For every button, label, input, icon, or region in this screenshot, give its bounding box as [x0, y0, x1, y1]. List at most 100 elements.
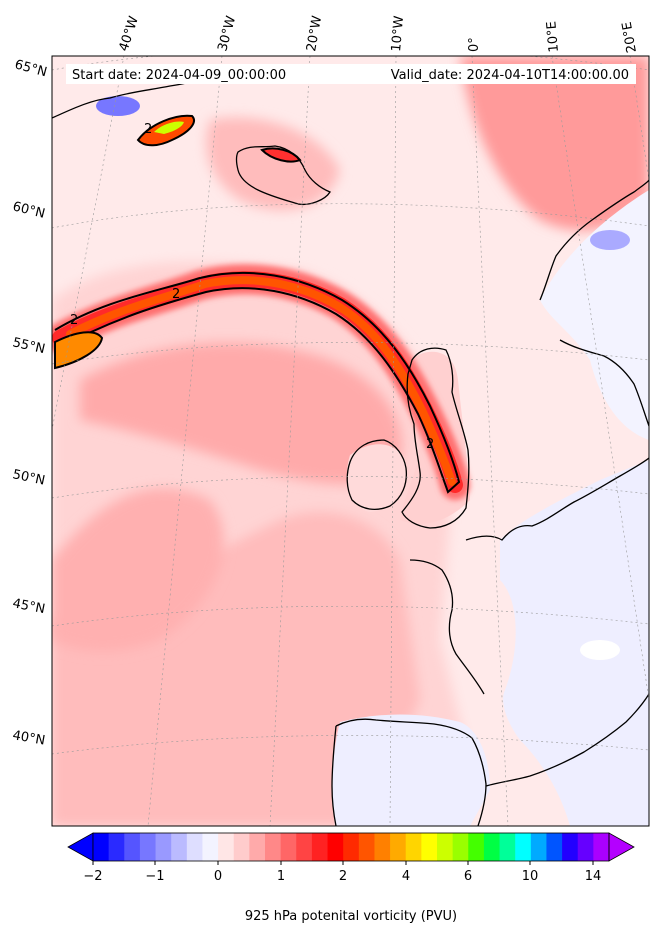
colorbar-tick-label: 10 — [522, 869, 539, 884]
colorbar-swatch — [499, 833, 516, 861]
gridline-lon-20w — [269, 56, 311, 826]
coast-scandinavia-south — [559, 339, 649, 427]
colorbar-swatch — [421, 833, 438, 861]
header-strip — [66, 64, 636, 84]
colorbar-swatch — [186, 833, 203, 861]
colorbar-tick-label: 2 — [339, 869, 347, 884]
lat-label: 45°N — [11, 596, 46, 617]
colorbar-tick-label: −2 — [83, 869, 102, 884]
lon-label: 30°W — [215, 14, 239, 53]
colorbar-swatch — [530, 833, 547, 861]
lat-label: 50°N — [11, 467, 46, 488]
lon-label: 10°E — [544, 21, 562, 53]
contour-label: 2 — [70, 313, 78, 328]
map-panel: 2 2 2 2 Start date: 2024-04-09_00:00:00 … — [52, 56, 649, 826]
colorbar-swatch — [249, 833, 266, 861]
colorbar-swatch — [280, 833, 297, 861]
coast-ireland — [346, 439, 408, 511]
pv-field-norway — [460, 56, 649, 231]
coast-iceland — [235, 145, 331, 206]
gridline-lon-10e — [551, 56, 649, 701]
colorbar-swatch — [374, 833, 391, 861]
lat-label: 60°N — [11, 199, 46, 221]
pv-field-swirl — [80, 342, 402, 484]
colorbar-swatch — [155, 833, 172, 861]
colorbar-extend-over — [608, 832, 635, 862]
colorbar-extend-under — [67, 832, 94, 862]
coast-europe — [465, 457, 649, 541]
pv-field-west — [52, 488, 224, 652]
land-europe — [500, 460, 649, 826]
coast-mediterranean — [485, 693, 649, 787]
pv-greenland-core — [154, 121, 184, 134]
land-ireland — [346, 444, 406, 512]
colorbar-swatch — [593, 833, 610, 861]
map-frame — [51, 55, 650, 827]
colorbar-tick-label: −1 — [145, 869, 164, 884]
coast-iberia — [335, 718, 487, 826]
gridline-lat-55 — [52, 342, 649, 365]
lon-label: 20°W — [304, 15, 325, 53]
colorbar-swatch — [108, 833, 125, 861]
coast-scandinavia — [539, 179, 649, 301]
colorbar-swatch — [390, 833, 407, 861]
colorbar-swatch — [218, 833, 235, 861]
colorbar-tick-label: 4 — [402, 869, 410, 884]
coast-france — [409, 559, 485, 695]
colorbar-swatch — [327, 833, 344, 861]
colorbar-swatch — [515, 833, 532, 861]
colorbar-swatch — [233, 833, 250, 861]
lat-label: 55°N — [11, 335, 46, 357]
colorbar-swatch — [468, 833, 485, 861]
colorbar-swatch — [483, 833, 501, 861]
pv-band-core — [66, 276, 456, 486]
lon-label: 40°W — [117, 14, 142, 53]
lat-label: 40°N — [11, 728, 46, 748]
colorbar — [67, 832, 635, 862]
gridline-lat-50 — [52, 476, 649, 499]
contour-label: 2 — [144, 122, 152, 137]
gridline-lon-0 — [471, 56, 509, 826]
coast-britain — [401, 347, 470, 529]
coastlines — [52, 75, 649, 826]
pv-negative-greenland — [96, 96, 140, 116]
colorbar-swatch — [139, 833, 157, 861]
gridline-lat-40 — [52, 735, 649, 755]
pv-negative-norway — [590, 230, 630, 250]
colorbar-swatch — [296, 833, 313, 861]
contour-2pvu-front — [54, 271, 461, 494]
colorbar-swatch — [343, 833, 360, 861]
pv-field-iceland — [206, 117, 340, 210]
gridline-lon-30w — [147, 56, 223, 826]
colorbar-swatch — [437, 833, 454, 861]
colorbar-swatch — [93, 833, 110, 861]
lon-label: 0° — [467, 37, 482, 52]
lat-label: 65°N — [13, 57, 49, 80]
latitude-labels: 65°N 60°N 55°N 50°N 45°N 40°N — [11, 57, 48, 748]
contour-label: 2 — [426, 437, 434, 452]
colorbar-swatch — [171, 833, 188, 861]
gridline-lat-45 — [52, 605, 649, 627]
colorbar-swatch — [311, 833, 329, 861]
pv-negative-france — [580, 640, 620, 660]
colorbar-tick-label: 14 — [585, 869, 602, 884]
longitude-labels: 40°W 30°W 20°W 10°W 0° 10°E 20°E — [117, 14, 640, 54]
colorbar-swatch — [452, 833, 469, 861]
colorbar-swatch — [124, 833, 141, 861]
colorbar-swatch — [265, 833, 282, 861]
colorbar-swatch — [358, 833, 375, 861]
colorbar-swatch — [546, 833, 563, 861]
lon-label: 10°W — [389, 15, 407, 52]
colorbar-swatch — [202, 833, 219, 861]
gridline-lon-40w — [52, 56, 125, 431]
contour-label: 2 — [172, 287, 180, 302]
valid-date: Valid_date: 2024-04-10T14:00:00.00 — [391, 68, 629, 83]
start-date: Start date: 2024-04-09_00:00:00 — [72, 68, 286, 83]
contour-2pvu-west-blob — [54, 331, 104, 370]
colorbar-swatch — [405, 833, 422, 861]
gridline-lat-65 — [52, 56, 649, 71]
colorbar-tick-label: 0 — [214, 869, 222, 884]
coast-portugal — [331, 725, 337, 826]
colorbar-label: 925 hPa potenital vorticity (PVU) — [245, 909, 457, 924]
